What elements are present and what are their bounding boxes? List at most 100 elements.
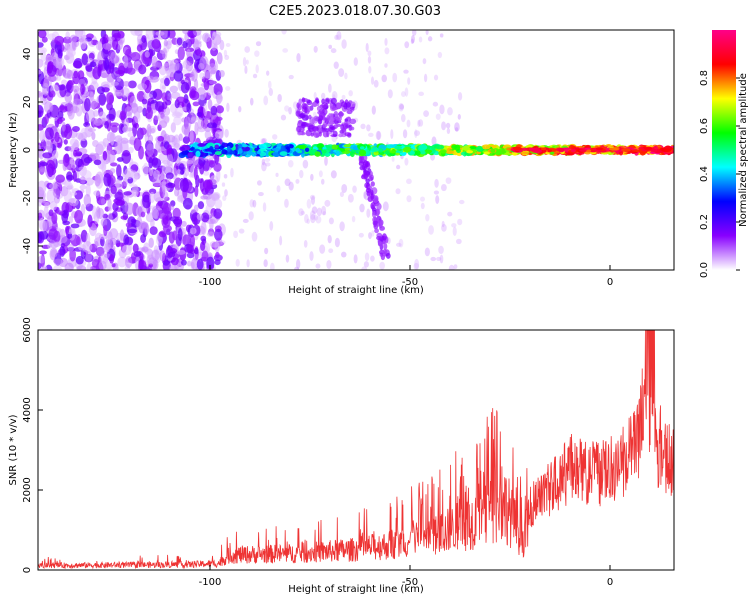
colorbar: 0.0 0.2 0.4 0.6 0.8 Normalized spectral ampl… bbox=[699, 30, 749, 278]
spectrogram-cell bbox=[242, 218, 249, 224]
spectrogram-cell bbox=[435, 113, 441, 121]
spectrogram-cell bbox=[38, 71, 45, 85]
spectrogram-cell bbox=[63, 125, 73, 140]
spectrogram-cell bbox=[43, 101, 53, 114]
spectrogram-cell bbox=[263, 95, 269, 106]
spectrogram-cell bbox=[317, 118, 323, 125]
spectrogram-cell bbox=[447, 107, 453, 116]
spectrogram-cell bbox=[203, 170, 210, 176]
spectrogram-cell bbox=[130, 51, 141, 62]
spectrogram-cell bbox=[73, 70, 79, 79]
spectrogram-cell bbox=[377, 148, 384, 153]
spectrogram-cell bbox=[43, 205, 49, 218]
spectrogram-cell bbox=[360, 123, 366, 130]
spectrogram-cell bbox=[363, 191, 367, 199]
spectrogram-cell bbox=[418, 36, 423, 43]
snr-x-tick-label: -100 bbox=[199, 577, 222, 588]
spectrogram-cell bbox=[344, 72, 348, 80]
spectrogram-cell bbox=[146, 75, 155, 81]
spectrogram-cell bbox=[445, 150, 455, 155]
spectrogram-cell bbox=[284, 178, 291, 187]
snr-series-line bbox=[38, 330, 674, 570]
spectrogram-cell bbox=[168, 265, 178, 270]
spectrogram-cell bbox=[125, 48, 132, 58]
spectrogram-cell bbox=[328, 248, 334, 254]
spectrogram-cell bbox=[364, 252, 370, 262]
spectrogram-cell bbox=[133, 250, 142, 257]
spectrogram-cell bbox=[210, 47, 219, 57]
spectrogram-cell bbox=[195, 150, 201, 158]
spectrogram-y-tick-label: 20 bbox=[22, 96, 33, 109]
spectrogram-cell bbox=[370, 76, 375, 85]
spectrogram-cell bbox=[45, 140, 51, 150]
spectrogram-cell bbox=[321, 205, 327, 216]
spectrogram-cell bbox=[67, 243, 75, 252]
spectrogram-cell bbox=[316, 207, 323, 217]
spectrogram-cell bbox=[184, 167, 190, 177]
spectrogram-cell bbox=[454, 122, 460, 132]
spectrogram-cell bbox=[78, 166, 85, 171]
spectrogram-cell bbox=[151, 56, 158, 69]
spectrogram-cell bbox=[445, 122, 451, 129]
spectrogram-cell bbox=[214, 198, 223, 210]
spectrogram-cell bbox=[334, 34, 339, 40]
spectrogram-cell bbox=[335, 150, 340, 157]
spectrogram-cell bbox=[466, 150, 474, 154]
spectrogram-cell bbox=[226, 102, 230, 113]
spectrogram-cell bbox=[241, 146, 251, 152]
spectrogram-cell bbox=[94, 173, 101, 187]
spectrogram-cell bbox=[173, 116, 182, 126]
spectrogram-cell bbox=[54, 131, 60, 143]
spectrogram-cell bbox=[295, 259, 301, 269]
spectrogram-cell bbox=[114, 78, 125, 91]
spectrogram-cell bbox=[301, 114, 309, 121]
spectrogram-cell bbox=[189, 227, 197, 235]
spectrogram-cell bbox=[230, 150, 236, 155]
spectrogram-cell bbox=[330, 97, 337, 105]
spectrogram-cell bbox=[314, 151, 321, 157]
spectrogram-cell bbox=[248, 211, 254, 221]
spectrogram-cell bbox=[124, 168, 134, 179]
spectrogram-cell bbox=[115, 199, 126, 206]
spectrogram-cell bbox=[124, 202, 135, 215]
spectrogram-cell bbox=[555, 147, 565, 152]
spectrogram-cell bbox=[173, 216, 183, 228]
spectrogram-cell bbox=[457, 218, 463, 226]
spectrogram-cell bbox=[42, 265, 48, 270]
spectrogram-cell bbox=[439, 33, 444, 38]
spectrogram-cell bbox=[123, 191, 132, 196]
spectrogram-cell bbox=[382, 201, 389, 212]
spectrogram-cell bbox=[254, 50, 260, 57]
spectrogram-cell bbox=[87, 57, 93, 63]
spectrogram-cell bbox=[266, 70, 270, 76]
spectrogram-cell bbox=[350, 150, 355, 158]
spectrogram-cell bbox=[38, 198, 42, 207]
spectrogram-cell bbox=[200, 241, 206, 252]
spectrogram-cell bbox=[72, 100, 78, 114]
spectrogram-cell bbox=[368, 132, 374, 137]
spectrogram-cell bbox=[38, 212, 43, 219]
spectrogram-cell bbox=[595, 147, 604, 151]
spectrogram-cell bbox=[189, 234, 195, 248]
spectrogram-cell bbox=[166, 153, 174, 167]
spectrogram-cell bbox=[321, 102, 328, 109]
spectrogram-cell bbox=[83, 156, 93, 164]
spectrogram-cell bbox=[181, 220, 187, 227]
spectrogram-cell bbox=[93, 211, 100, 225]
spectrogram-y-tick-label: 40 bbox=[22, 48, 33, 61]
spectrogram-cell bbox=[71, 38, 77, 52]
spectrogram-cell bbox=[233, 230, 239, 239]
spectrogram-cell bbox=[417, 119, 421, 128]
spectrogram-cell bbox=[359, 149, 367, 157]
spectrogram-cell bbox=[149, 191, 155, 204]
spectrogram-cell bbox=[199, 55, 209, 70]
spectrogram-cell bbox=[186, 48, 191, 57]
spectrogram-cell bbox=[137, 83, 148, 91]
spectrogram-cell bbox=[330, 48, 337, 54]
spectrogram-cell bbox=[310, 132, 314, 137]
spectrogram-cell bbox=[264, 157, 271, 163]
spectrogram-cell bbox=[264, 162, 271, 167]
spectrogram-cell bbox=[298, 144, 307, 150]
spectrogram-cell bbox=[91, 258, 100, 268]
spectrogram-cell bbox=[170, 257, 179, 266]
